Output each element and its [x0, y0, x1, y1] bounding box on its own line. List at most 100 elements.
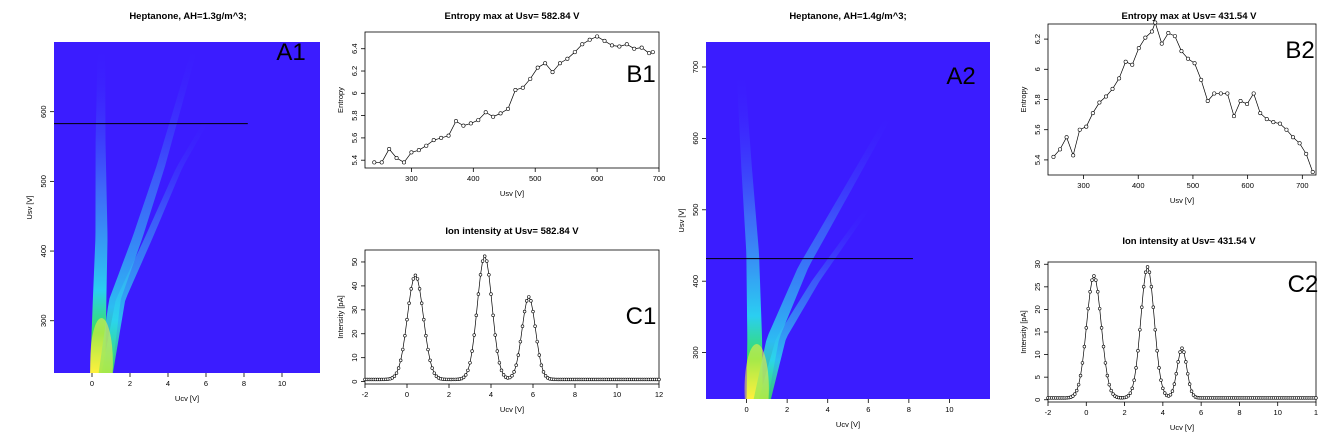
data-point: [474, 313, 478, 318]
data-point: [1189, 389, 1194, 393]
y-tick-label: 5: [1033, 375, 1042, 379]
data-point: [499, 368, 504, 373]
data-point: [1096, 290, 1100, 294]
data-point: [1077, 127, 1082, 132]
y-axis-label: Entropy: [1019, 86, 1028, 112]
data-point: [1231, 114, 1236, 119]
data-point: [1182, 350, 1186, 354]
y-tick-label: 15: [1033, 328, 1042, 336]
data-point: [1157, 366, 1161, 370]
data-point: [516, 353, 520, 357]
heatmap-band: [101, 111, 215, 373]
data-point: [1271, 120, 1276, 125]
chart-title: Heptanone, AH=1.4g/m^3;: [789, 11, 906, 22]
data-point: [1080, 361, 1085, 365]
data-point: [512, 370, 516, 374]
data-point: [524, 299, 529, 303]
data-point: [399, 358, 403, 363]
y-tick-label: 300: [39, 314, 48, 327]
data-point: [480, 259, 485, 263]
data-point: [1126, 394, 1131, 398]
chart-panel-c1: -2 0 2 4 6 8 10 12 0 10 20 30 40 50 Ucv [V] Intensity […: [336, 226, 663, 414]
x-tick-label: 6: [204, 379, 208, 388]
data-point: [1105, 373, 1110, 378]
data-point: [1130, 62, 1135, 67]
data-point: [1258, 111, 1263, 116]
data-point: [1172, 382, 1177, 386]
x-tick-label: 4: [826, 405, 830, 414]
data-point: [1176, 360, 1180, 364]
x-tick-label: 8: [1237, 408, 1241, 417]
x-tick-label: -2: [1045, 408, 1052, 417]
data-point: [1051, 154, 1056, 159]
data-point: [587, 37, 592, 42]
data-point: [1138, 328, 1142, 332]
data-point: [428, 358, 432, 363]
data-point: [405, 317, 409, 322]
data-point: [415, 277, 420, 281]
y-tick-label: 5.4: [1033, 155, 1042, 165]
data-point: [543, 374, 548, 378]
panel-label: A2: [946, 63, 975, 90]
x-tick-label: 4: [489, 390, 493, 399]
x-tick-label: 500: [1187, 181, 1200, 190]
data-point: [1184, 360, 1188, 364]
y-tick-label: 5.8: [1033, 94, 1042, 104]
x-axis-label: Ucv [V]: [500, 405, 524, 414]
data-point: [464, 373, 468, 377]
x-axis-label: Ucv [V]: [836, 420, 860, 429]
x-tick-label: 300: [1077, 181, 1090, 190]
data-point: [466, 368, 470, 373]
data-point: [1149, 285, 1154, 289]
y-axis-label: Intensity [pA]: [336, 295, 345, 338]
panel-label: C2: [1288, 271, 1319, 298]
data-point: [1082, 344, 1087, 349]
data-point: [1128, 391, 1133, 395]
data-point: [485, 259, 489, 263]
y-tick-label: 500: [39, 175, 48, 188]
data-point: [407, 301, 411, 305]
y-tick-label: 600: [39, 105, 48, 118]
data-point: [1179, 49, 1184, 54]
y-tick-label: 6.2: [1033, 34, 1042, 44]
x-tick-label: 2: [785, 405, 789, 414]
data-point: [1186, 372, 1190, 376]
data-point: [1174, 372, 1178, 376]
data-point: [401, 160, 406, 165]
x-axis-label: Ucv [V]: [175, 394, 199, 403]
x-tick-label: 0: [405, 390, 409, 399]
data-point: [510, 373, 514, 378]
data-point: [426, 347, 430, 352]
heatmap-hotspot: [744, 344, 769, 399]
data-point: [514, 363, 518, 367]
data-point: [1064, 135, 1069, 140]
y-tick-label: 50: [350, 258, 359, 266]
data-point: [1130, 386, 1134, 391]
data-point: [1153, 328, 1157, 332]
y-tick-label: 700: [691, 61, 700, 74]
data-point: [1088, 290, 1092, 294]
x-tick-label: 4: [166, 379, 170, 388]
series-line: [1048, 265, 1316, 399]
x-tick-label: 400: [1132, 181, 1145, 190]
data-point: [1277, 121, 1282, 126]
plot-frame: [1047, 23, 1317, 176]
data-point: [491, 114, 496, 119]
x-tick-label: 10: [278, 379, 286, 388]
data-point: [497, 361, 502, 365]
data-point: [565, 56, 570, 61]
data-point: [1145, 265, 1150, 269]
data-point: [617, 44, 622, 49]
data-point: [422, 317, 426, 322]
heatmap-hotspot: [90, 318, 113, 373]
data-point: [528, 76, 533, 81]
data-point: [379, 160, 384, 165]
y-tick-label: 5.4: [350, 155, 359, 165]
series-line: [374, 36, 653, 163]
data-point: [1159, 378, 1163, 382]
x-tick-label: 6: [1199, 408, 1203, 417]
data-point: [430, 366, 434, 370]
data-point: [476, 292, 481, 296]
y-tick-label: 20: [1033, 305, 1042, 313]
data-point: [1071, 153, 1076, 158]
